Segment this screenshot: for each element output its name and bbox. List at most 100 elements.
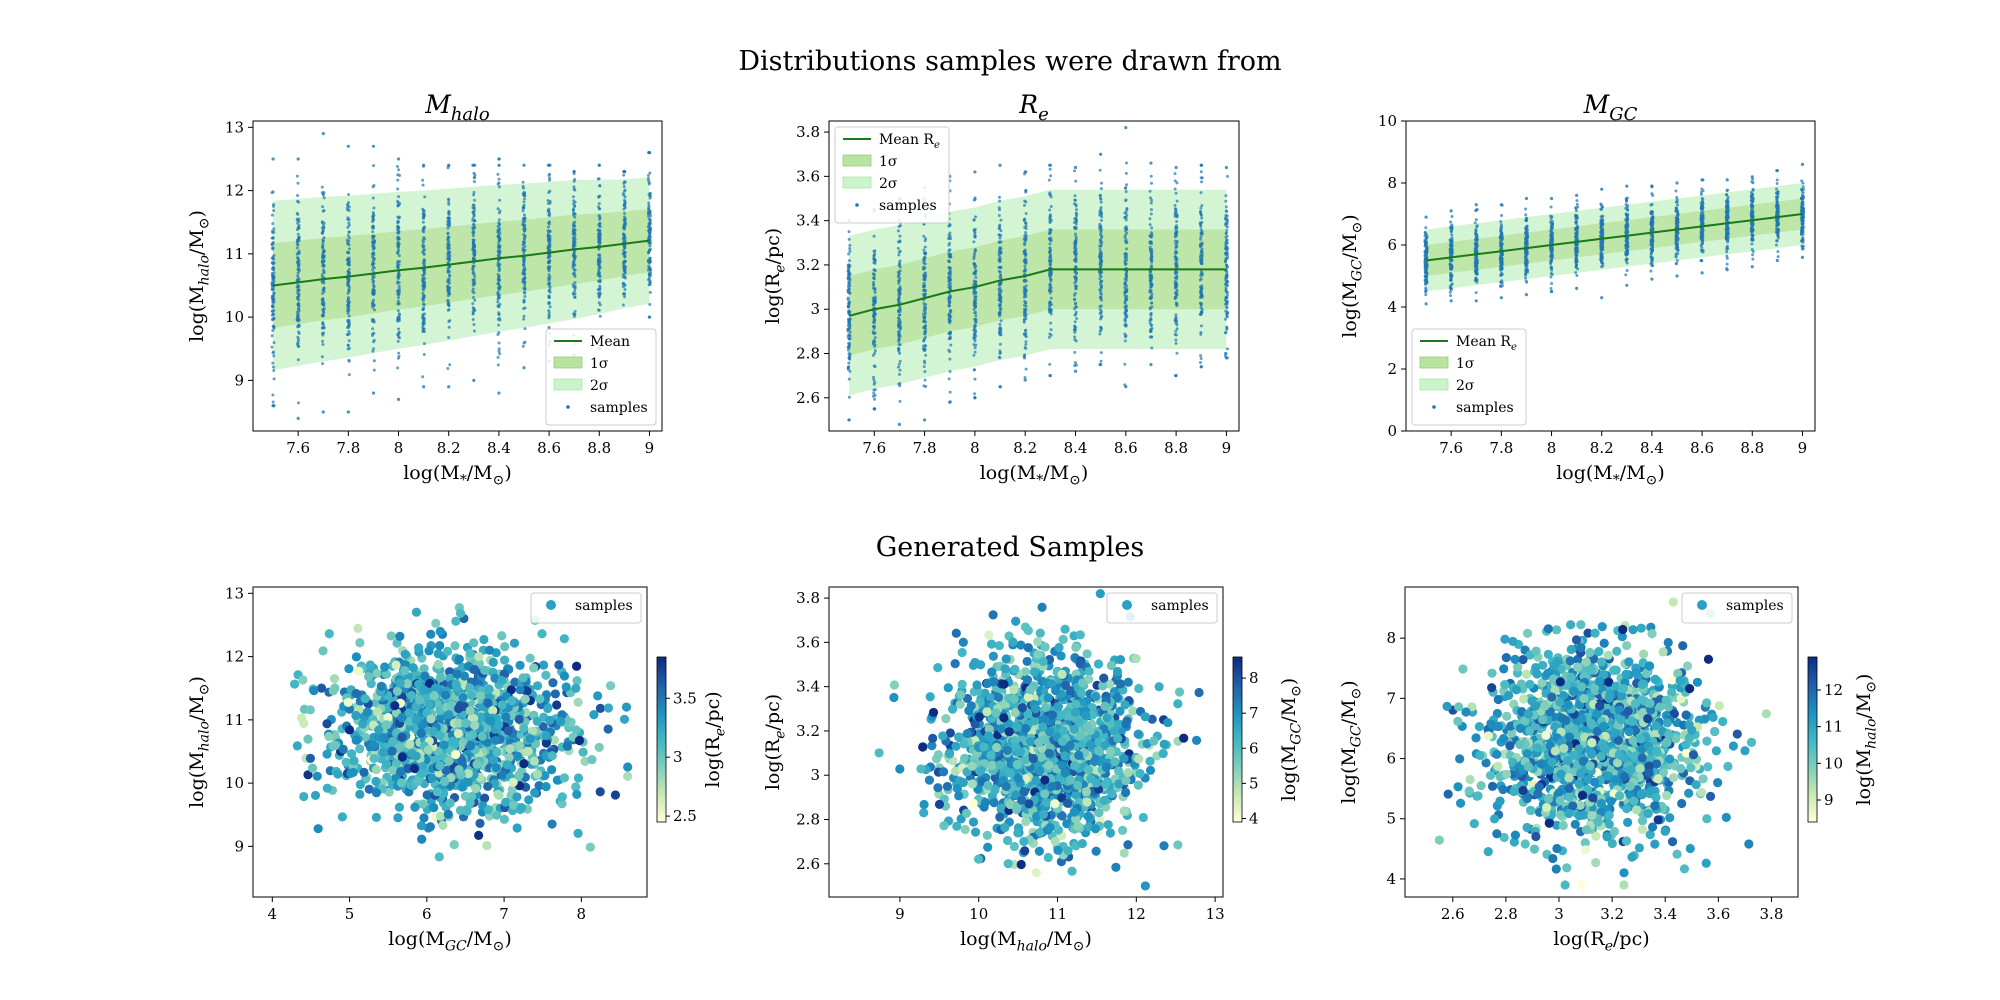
- sample-point: [1100, 259, 1104, 263]
- sample-point: [271, 317, 275, 321]
- sample-point: [523, 217, 527, 221]
- sample-point: [1099, 328, 1103, 332]
- sample-point: [1200, 286, 1204, 290]
- sample-point: [271, 328, 275, 332]
- sample-point: [997, 214, 1001, 218]
- sample-point: [521, 344, 525, 348]
- sample-point: [923, 370, 927, 374]
- sample-point: [948, 400, 952, 404]
- sample-point: [371, 277, 375, 281]
- sample-point: [372, 284, 376, 288]
- sample-point: [422, 258, 426, 262]
- sample-point: [546, 209, 550, 213]
- sample-point: [271, 301, 275, 305]
- sample-point: [297, 235, 301, 239]
- sample-point: [597, 238, 601, 242]
- sample-point: [1175, 199, 1179, 203]
- sample-point: [521, 209, 525, 213]
- sample-point: [371, 305, 375, 309]
- sample-point: [1099, 261, 1103, 265]
- sample-point: [473, 252, 477, 256]
- sample-point: [421, 288, 425, 292]
- sample-point: [1150, 226, 1154, 230]
- sample-point: [1174, 284, 1178, 288]
- sample-point: [598, 279, 602, 283]
- sample-point: [847, 259, 851, 263]
- sample-point: [320, 185, 324, 189]
- sample-point: [497, 288, 501, 292]
- y-tick-label: 9: [234, 371, 244, 389]
- sample-point: [321, 132, 325, 136]
- sample-point: [973, 196, 977, 200]
- sample-point: [1574, 263, 1578, 267]
- sample-point: [623, 254, 627, 258]
- sample-point: [1049, 312, 1053, 316]
- sample-point: [922, 285, 926, 289]
- sample-point: [1600, 261, 1604, 265]
- sample-point: [1449, 209, 1453, 213]
- sample-point: [922, 365, 926, 369]
- sample-point: [496, 235, 500, 239]
- sample-point: [522, 366, 526, 370]
- sample-point: [1675, 220, 1679, 224]
- sample-point: [398, 289, 402, 293]
- sample-point: [1224, 205, 1228, 209]
- sample-point: [973, 324, 977, 328]
- sample-point: [1175, 323, 1179, 327]
- sample-point: [597, 308, 601, 312]
- sample-point: [1049, 321, 1053, 325]
- sample-point: [271, 278, 275, 282]
- sample-point: [471, 243, 475, 247]
- sample-point: [572, 243, 576, 247]
- sample-point: [573, 309, 577, 313]
- sample-point: [1225, 273, 1229, 277]
- sample-point: [647, 151, 652, 155]
- sample-point: [999, 307, 1003, 311]
- sample-point: [347, 239, 351, 243]
- sample-point: [947, 233, 951, 237]
- sample-point: [1123, 215, 1127, 219]
- sample-point: [397, 236, 401, 240]
- sample-point: [272, 202, 276, 206]
- sample-point: [522, 300, 526, 304]
- sample-point: [947, 260, 951, 264]
- sample-point: [872, 277, 876, 281]
- sample-point: [1048, 213, 1052, 217]
- sample-point: [872, 268, 876, 272]
- sample-point: [1500, 262, 1504, 266]
- sample-point: [1225, 251, 1229, 255]
- sample-point: [1450, 258, 1454, 262]
- sample-point: [345, 203, 349, 207]
- sample-point: [1225, 283, 1229, 287]
- sample-point: [1450, 214, 1454, 218]
- sample-point: [471, 226, 475, 230]
- sample-point: [948, 281, 952, 285]
- sample-point: [422, 320, 426, 324]
- sample-point: [1174, 212, 1178, 216]
- sample-point: [1150, 346, 1154, 350]
- sample-point: [873, 336, 877, 340]
- sample-point: [1601, 248, 1605, 252]
- sample-point: [296, 358, 300, 362]
- sample-point: [371, 327, 375, 331]
- sample-point: [1474, 272, 1478, 276]
- sample-point: [1225, 293, 1229, 297]
- sample-point: [472, 193, 476, 197]
- sample-point: [1199, 237, 1203, 241]
- sample-point: [598, 266, 602, 270]
- sample-point: [422, 294, 426, 298]
- sample-point: [1124, 126, 1128, 130]
- sample-point: [922, 234, 926, 238]
- sample-point: [623, 295, 627, 299]
- sample-point: [972, 240, 976, 244]
- sample-point: [1074, 217, 1078, 221]
- sample-point: [1199, 324, 1203, 328]
- sample-point: [471, 234, 475, 238]
- sample-point: [473, 219, 477, 223]
- sample-point: [1524, 213, 1528, 217]
- sample-point: [947, 348, 951, 352]
- sample-point: [421, 277, 425, 281]
- sample-point: [647, 203, 651, 207]
- sample-point: [1174, 374, 1178, 378]
- sample-point: [447, 325, 451, 329]
